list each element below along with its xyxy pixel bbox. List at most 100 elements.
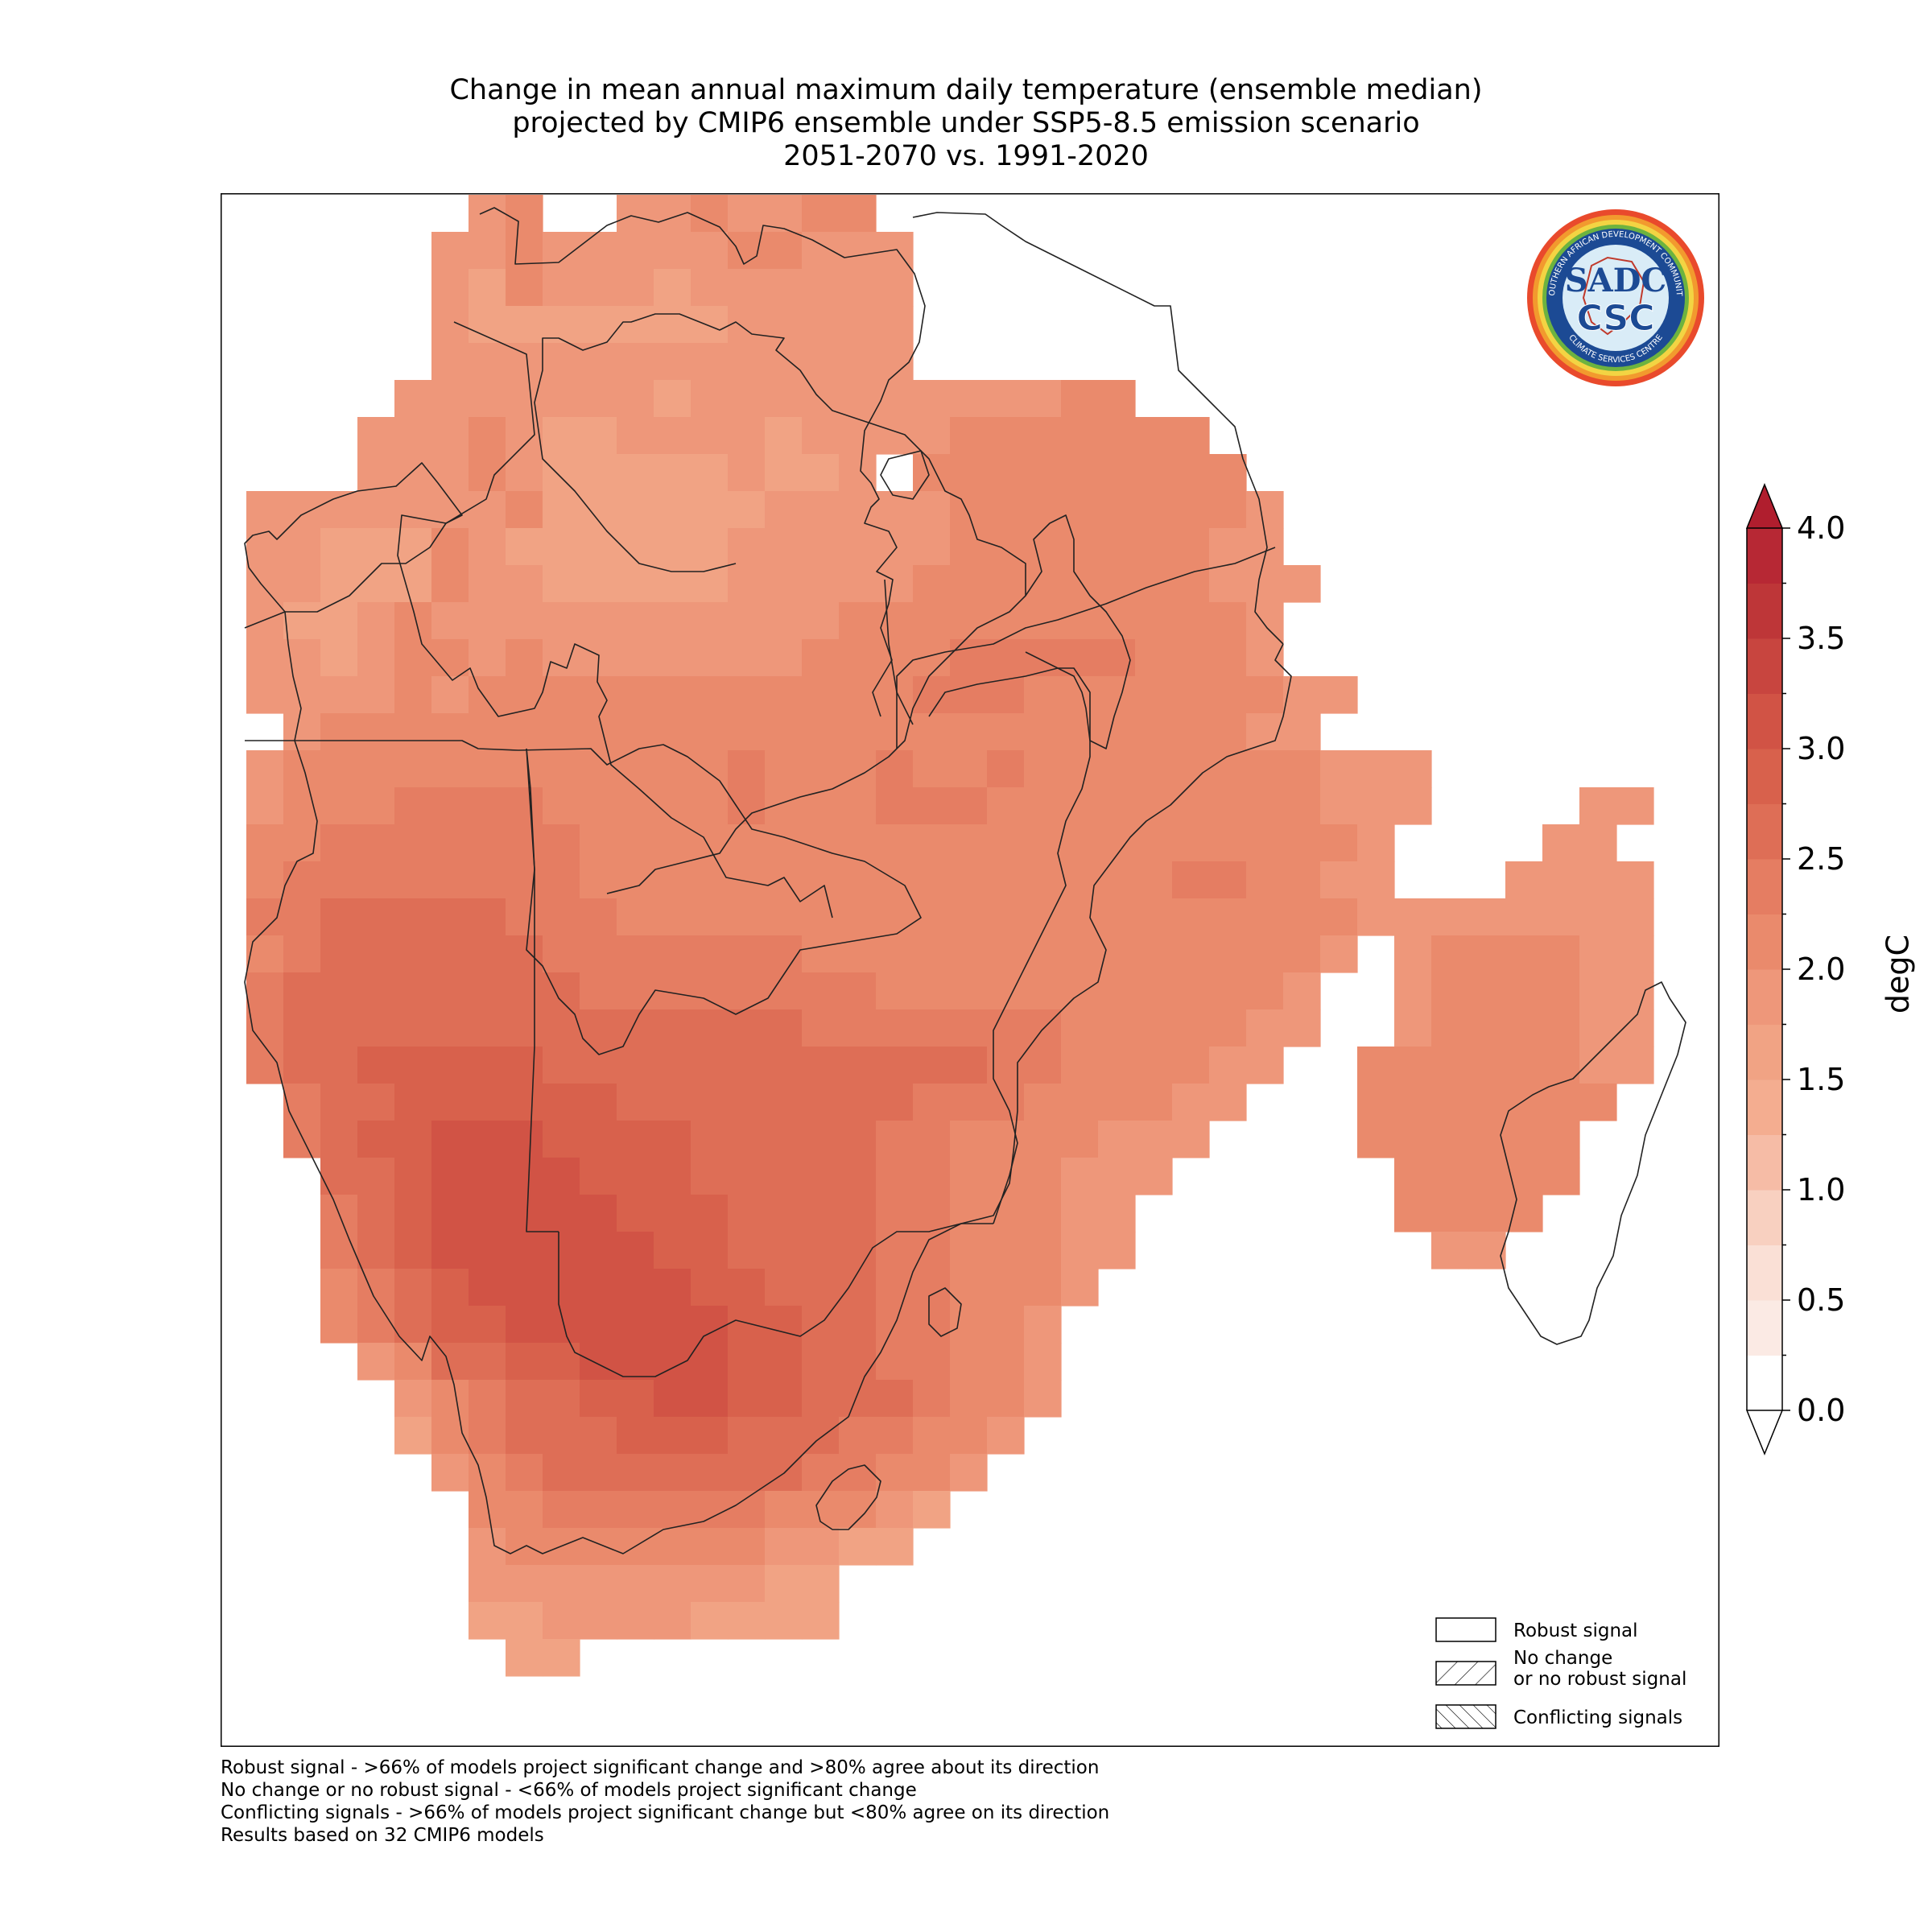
grid-cell [987,1232,1025,1269]
grid-cell [283,824,321,862]
grid-cell [320,1269,358,1307]
grid-cell [1209,565,1247,603]
colorbar-tick-label: 2.5 [1797,841,1845,877]
grid-cell [1135,972,1173,1010]
grid-cell [1172,898,1210,936]
grid-cell [1135,861,1173,899]
grid-cell [876,1343,914,1381]
grid-cell [506,972,543,1010]
grid-cell [1061,750,1099,788]
country-borders [244,207,1686,1554]
grid-cell [691,454,729,492]
grid-cell [543,269,580,307]
grid-cell [802,935,840,973]
grid-cell [765,1343,803,1381]
grid-cell [765,1009,803,1047]
grid-cell [1024,528,1062,566]
grid-cell [765,1306,803,1344]
grid-cell [1505,1121,1543,1158]
grid-cell [802,639,840,677]
grid-cell [431,1121,469,1158]
grid-cell [320,602,358,640]
grid-cell [950,454,988,492]
grid-cell [246,935,284,973]
grid-cell [1172,1084,1210,1121]
grid-cell [987,380,1025,418]
grid-cell [1135,787,1173,825]
grid-cell [1505,1009,1543,1047]
grid-cell [765,306,803,344]
grid-cell [394,1195,432,1232]
grid-cell [1209,898,1247,936]
colorbar-segment [1747,528,1782,584]
grid-cell [1468,1158,1506,1195]
grid-cell [1320,676,1358,714]
grid-cell [987,528,1025,566]
grid-cell [1172,528,1210,566]
grid-cell [357,1195,395,1232]
colorbar-segment [1747,914,1782,970]
grid-cell [617,639,654,677]
grid-cell [987,1417,1025,1455]
grid-cell [950,602,988,640]
colorbar-tick-label: 3.0 [1797,731,1845,766]
grid-cell [431,1084,469,1121]
grid-cell [357,898,395,936]
grid-cell [950,1158,988,1195]
grid-cell [691,787,729,825]
grid-cell [1283,1009,1321,1047]
grid-cell [839,787,877,825]
grid-cell [1579,787,1617,825]
grid-cell [765,1121,803,1158]
grid-cell [950,1343,988,1381]
grid-cell [394,898,432,936]
grid-cell [357,1306,395,1344]
grid-cell [1172,750,1210,788]
grid-cell [876,1417,914,1455]
grid-cell [950,1269,988,1307]
grid-cell [1172,417,1210,455]
grid-cell [394,750,432,788]
grid-cell [802,491,840,529]
grid-cell [394,713,432,751]
grid-cell [654,1009,691,1047]
grid-cell [543,1306,580,1344]
grid-cell [580,1269,617,1307]
grid-cell [1024,824,1062,862]
grid-cell [543,1232,580,1269]
border-namibia-southafrica [526,748,559,1232]
grid-cell [1135,1158,1173,1195]
grid-cell [728,528,766,566]
grid-cell [728,750,766,788]
grid-cell [802,1195,840,1232]
grid-cell [913,1232,951,1269]
grid-cell [617,232,654,270]
grid-cell [913,1491,951,1529]
grid-cell [469,528,506,566]
grid-cell [617,343,654,381]
grid-cell [469,1454,506,1492]
grid-cell [506,1454,543,1492]
grid-cell [950,787,988,825]
grid-cell [1172,824,1210,862]
legend-swatch-robust [1435,1617,1496,1642]
grid-cell [876,1121,914,1158]
colorbar-label: degC [1880,935,1916,1013]
grid-cell [617,1565,654,1603]
grid-cell [394,1009,432,1047]
grid-cell [1283,750,1321,788]
grid-cell [1431,1046,1469,1084]
colorbar-segment [1747,583,1782,639]
grid-cell [839,454,877,492]
grid-cell [320,565,358,603]
grid-cell [876,565,914,603]
grid-cell [802,1158,840,1195]
grid-cell [765,417,803,455]
grid-cell [617,491,654,529]
grid-cell [1098,528,1136,566]
grid-cell [1209,1046,1247,1084]
grid-cell [357,1009,395,1047]
grid-cell [1209,713,1247,751]
grid-cell [913,639,951,677]
grid-cell [1431,972,1469,1010]
